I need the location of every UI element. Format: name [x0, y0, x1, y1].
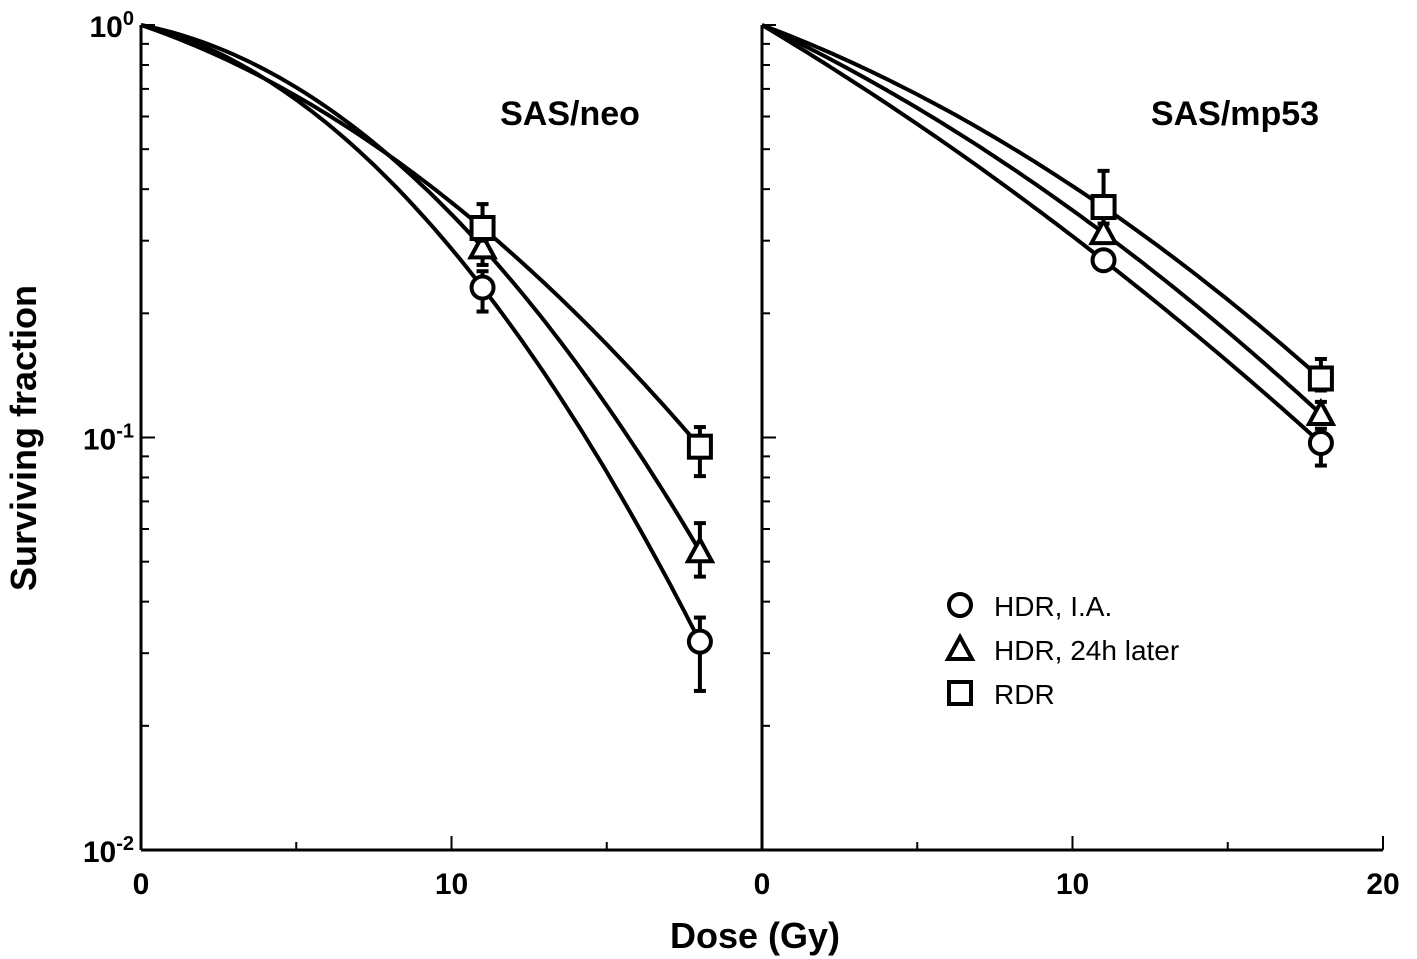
circle-marker [947, 592, 973, 618]
legend-label: RDR [994, 679, 1055, 710]
curve-square [761, 23, 1323, 380]
triangle-marker [1305, 397, 1337, 427]
x-tick-label: 10 [1056, 868, 1089, 901]
legend: HDR, I.A. HDR, 24h later RDR [944, 591, 1179, 710]
circle-marker [1090, 247, 1117, 274]
y-tick-label: 10-2 [83, 833, 134, 869]
triangle-marker [467, 231, 498, 260]
circle-marker [686, 628, 713, 655]
triangle-marker [944, 632, 976, 661]
y-tick-label: 10-1 [83, 421, 134, 457]
curve-circle [760, 23, 1323, 445]
circle-marker [1307, 429, 1334, 456]
curve-triangle [140, 23, 702, 553]
legend-label: HDR, 24h later [994, 635, 1179, 666]
y-axis-label: Surviving fraction [3, 285, 44, 591]
legend-label: HDR, I.A. [994, 591, 1112, 622]
y-tick-label: 100 [90, 8, 135, 44]
curve-circle [140, 23, 702, 643]
square-marker [469, 215, 496, 242]
square-marker [1307, 365, 1334, 392]
panel-title-right: SAS/mp53 [1151, 95, 1319, 133]
x-axis-label: Dose (Gy) [670, 915, 840, 956]
square-marker [1090, 194, 1117, 221]
x-tick-label: 0 [754, 868, 771, 901]
x-tick-label: 0 [133, 868, 150, 901]
x-tick-label: 10 [435, 868, 468, 901]
square-marker [686, 433, 713, 460]
triangle-marker [684, 535, 716, 564]
x-tick-label: 20 [1366, 868, 1399, 901]
curve-triangle [761, 23, 1323, 416]
triangle-marker [1088, 216, 1119, 246]
square-marker [947, 680, 973, 706]
panel-title-left: SAS/neo [500, 95, 640, 133]
circle-marker [469, 274, 496, 301]
curve-square [140, 23, 702, 449]
